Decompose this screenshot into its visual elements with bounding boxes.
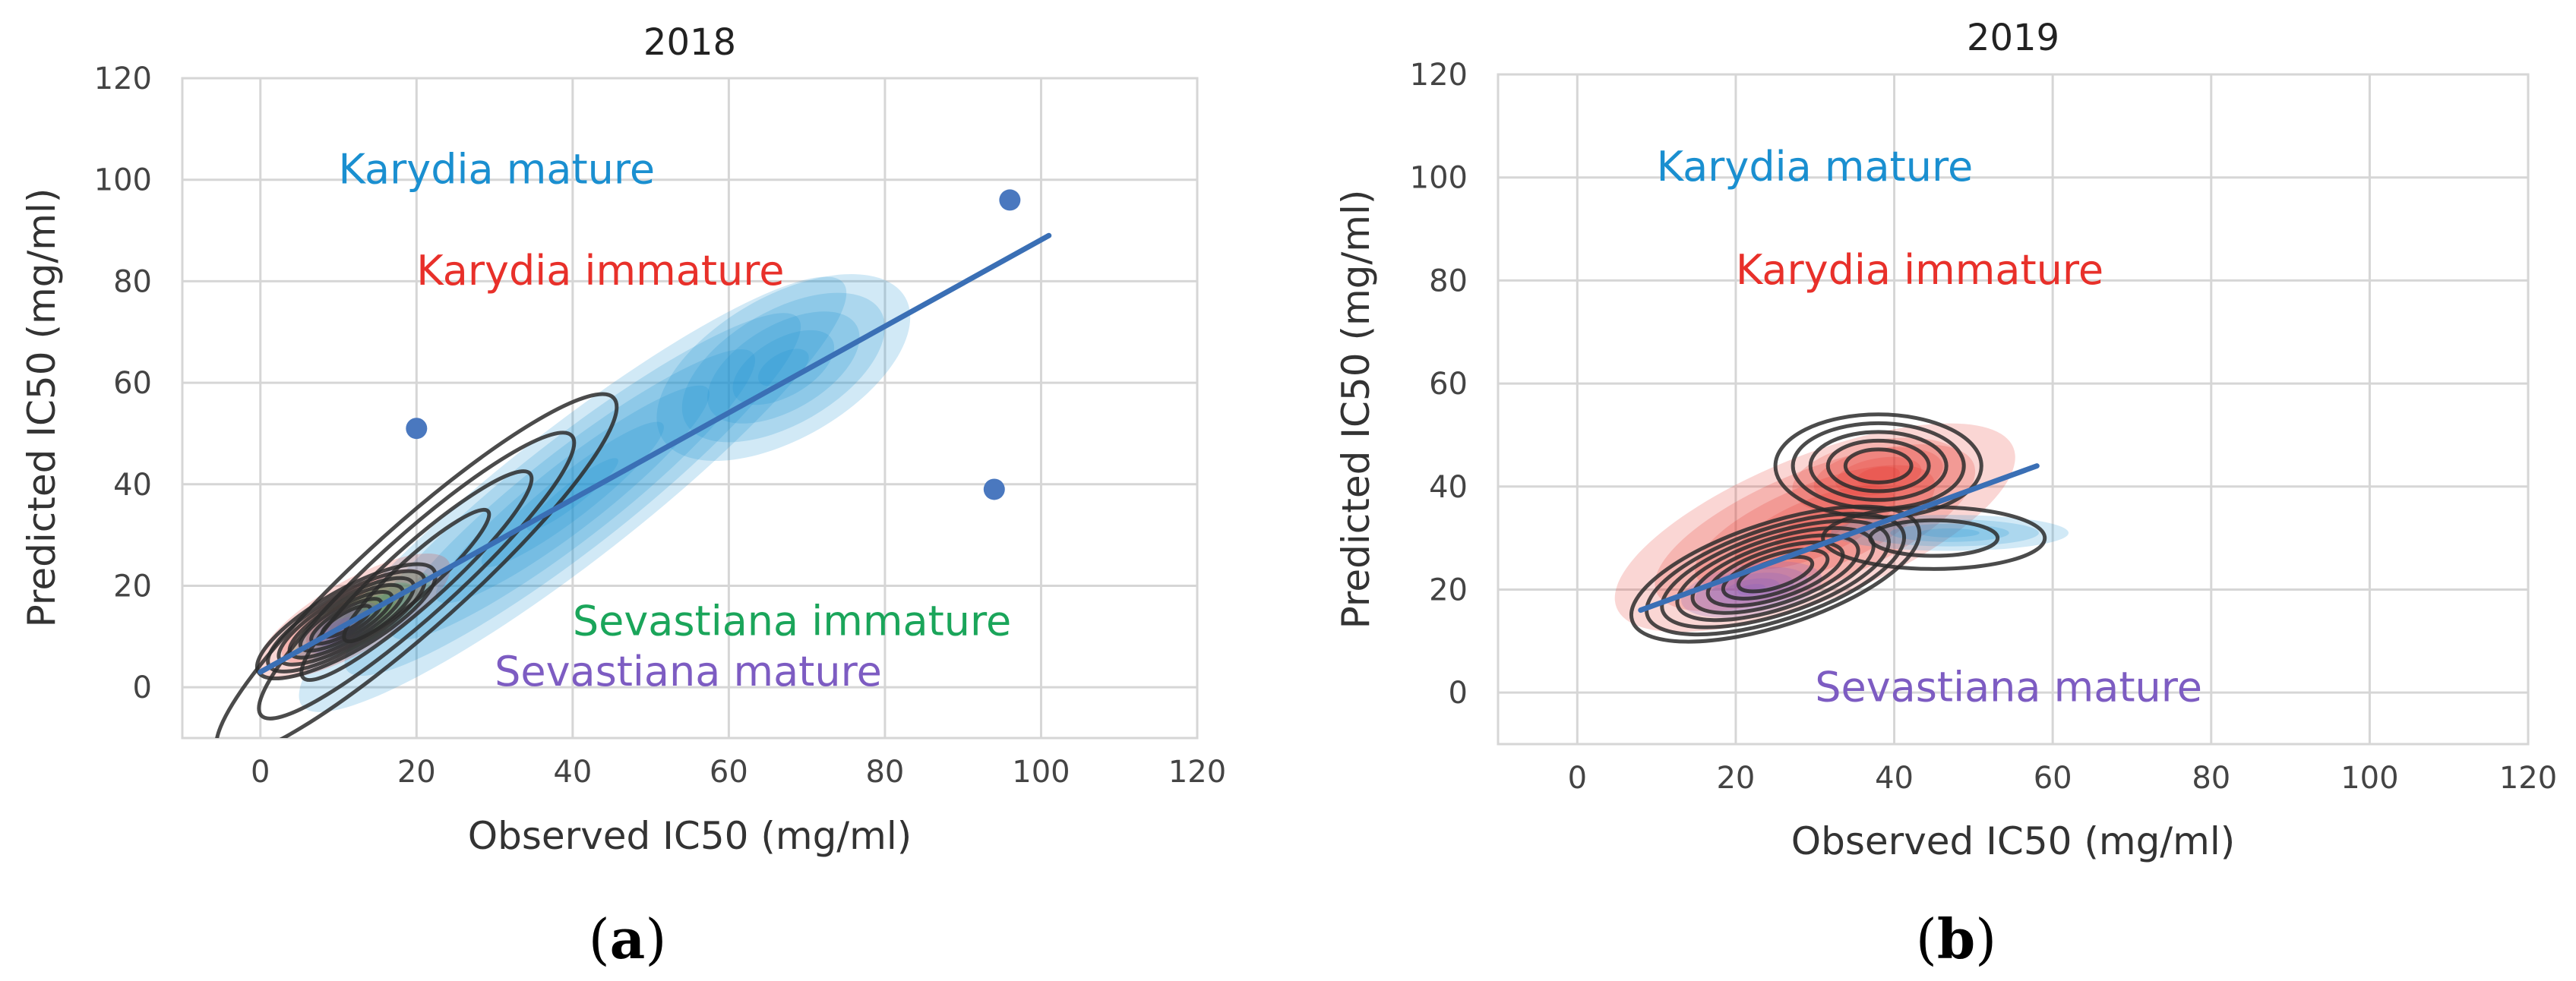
points-layer [406, 189, 1021, 500]
y-tick-label: 0 [133, 670, 152, 705]
contour-line [1825, 438, 1931, 494]
x-tick-label: 40 [1875, 761, 1914, 796]
x-axis-label: Observed IC50 (mg/ml) [468, 814, 912, 858]
y-tick-label: 100 [1410, 161, 1468, 196]
y-tick-label: 120 [1410, 58, 1468, 93]
density-level [481, 421, 664, 567]
annotations-layer: Karydia mature Karydia immature Sevastiana… [339, 145, 1012, 696]
annotation-label: Sevastiana mature [495, 648, 882, 696]
x-tick-labels: 0 20 40 60 80 100 120 [251, 755, 1226, 790]
annotation-label: Sevastiana mature [1815, 663, 2202, 711]
contour-line [1660, 519, 1891, 629]
density-level [1792, 437, 1964, 516]
y-tick-label: 60 [113, 366, 152, 401]
density-level [344, 313, 801, 677]
x-axis-label: Observed IC50 (mg/ml) [1791, 819, 2236, 863]
chart-panel-2019: 2019 Karydia mature Karydia immature Sevas… [1334, 17, 2557, 971]
scatter-point [983, 478, 1005, 500]
x-tick-label: 80 [865, 755, 904, 790]
plot-content [214, 189, 1052, 738]
x-tick-label: 100 [2341, 761, 2398, 796]
y-tick-label: 120 [94, 62, 152, 96]
regression-line [1638, 463, 2040, 614]
annotation-label: Karydia mature [339, 145, 656, 193]
x-tick-label: 80 [2192, 761, 2230, 796]
density-level [732, 330, 835, 405]
density-level [656, 274, 911, 462]
panel-caption-letter: a [610, 907, 646, 971]
x-tick-label: 0 [251, 755, 270, 790]
panel-caption: (a) [589, 907, 667, 971]
contour-line [1843, 447, 1914, 484]
density-level [757, 349, 809, 386]
x-tick-label: 100 [1012, 755, 1070, 790]
y-tick-labels: 0 20 40 60 80 100 120 [94, 62, 152, 705]
contour-line [1629, 504, 1922, 644]
y-tick-label: 20 [113, 569, 152, 604]
plot-content [1614, 412, 2069, 644]
contour-line [214, 392, 619, 738]
x-tick-labels: 0 20 40 60 80 100 120 [1568, 761, 2558, 796]
chart-title: 2019 [1967, 17, 2059, 59]
x-tick-label: 40 [553, 755, 592, 790]
contour-line [1705, 540, 1845, 608]
density-level [299, 276, 847, 712]
y-tick-label: 80 [113, 264, 152, 299]
contour-line [1721, 547, 1830, 601]
contour-line [1821, 505, 2047, 571]
contour-line [1690, 533, 1860, 615]
x-tick-label: 20 [1716, 761, 1755, 796]
annotation-label: Karydia mature [1657, 143, 1974, 191]
regression-layer [258, 232, 1052, 675]
density-level [1835, 456, 1922, 496]
x-tick-label: 120 [1168, 755, 1226, 790]
density-level [707, 311, 860, 424]
y-axis-label: Predicted IC50 (mg/ml) [1334, 190, 1378, 629]
contour-line [299, 469, 534, 683]
plot-area [1497, 73, 2530, 746]
regression-layer [1638, 463, 2040, 614]
x-tick-label: 60 [2034, 761, 2072, 796]
scatter-point [406, 418, 428, 440]
y-axis-label: Predicted IC50 (mg/ml) [20, 188, 64, 628]
scatter-point [999, 189, 1021, 211]
chart-title: 2018 [643, 21, 736, 64]
annotation-label: Sevastiana immature [573, 597, 1011, 645]
y-tick-label: 40 [1429, 470, 1468, 505]
y-tick-label: 80 [1429, 263, 1468, 298]
density-level [1920, 528, 1980, 538]
y-tick-label: 20 [1429, 573, 1468, 607]
x-tick-label: 60 [710, 755, 748, 790]
y-tick-label: 40 [113, 468, 152, 503]
y-tick-label: 60 [1429, 367, 1468, 402]
y-tick-label: 0 [1449, 676, 1468, 711]
annotation-label: Karydia immature [416, 247, 784, 295]
annotations-layer: Karydia mature Karydia immature Sevastiana… [1657, 143, 2202, 711]
y-tick-labels: 0 20 40 60 80 100 120 [1410, 58, 1468, 711]
y-tick-label: 100 [94, 163, 152, 198]
density-level [681, 292, 885, 443]
density-level [435, 385, 710, 604]
panel-caption: (b) [1916, 907, 1997, 971]
x-tick-label: 20 [397, 755, 436, 790]
contour-line [1868, 518, 2000, 558]
contour-line [1808, 430, 1949, 502]
regression-line [258, 232, 1052, 675]
panel-caption-letter: b [1937, 907, 1975, 971]
contour-layer [1629, 412, 2047, 644]
contour-line [257, 431, 577, 721]
contour-line [1645, 512, 1907, 637]
chart-panel-2018: 2018 Karydia mature Karydia immature Sevas… [20, 21, 1226, 971]
x-tick-label: 0 [1568, 761, 1587, 796]
x-tick-label: 120 [2499, 761, 2557, 796]
annotation-label: Karydia immature [1736, 246, 2103, 294]
